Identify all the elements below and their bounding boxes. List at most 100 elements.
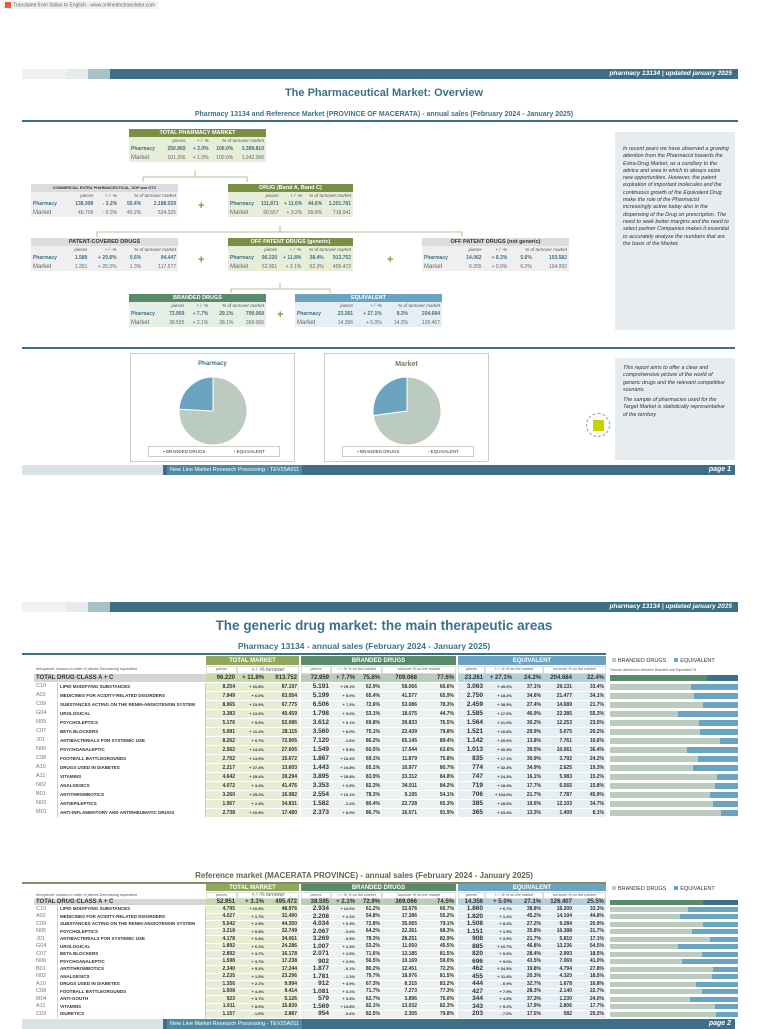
cell: 4.072 (206, 782, 237, 791)
cell: 18.5% (574, 973, 606, 981)
cell: 30.9% (514, 755, 543, 764)
cell: 80.7% (419, 764, 456, 773)
cell: 10.169 (382, 958, 419, 966)
cell: 7.273 (382, 988, 419, 996)
column-label: + / -% (196, 303, 209, 308)
cell: + 2.0% (331, 951, 357, 959)
class-name: DRUGS USED IN DIABETES (58, 981, 206, 989)
bar-equivalent (710, 792, 738, 798)
value: 100.0% (216, 154, 234, 161)
value: 193.582 (548, 254, 567, 261)
column-label: pieces (264, 247, 278, 252)
class-name: DRUGS USED IN DIABETES (58, 764, 206, 773)
atc-code: C09 (34, 921, 58, 929)
cell: - 1.0% (237, 1011, 266, 1019)
cell: 13.185 (382, 951, 419, 959)
cell: 1.356 (206, 981, 237, 989)
value: 104.992 (548, 263, 567, 270)
cell: + 3.4% (331, 996, 357, 1004)
cell: 82.3% (357, 782, 382, 791)
value: 1.242.366 (241, 154, 264, 161)
table-row: A11 VITAMINS 1.911 + 8.0% 15.839 1.569 + 10.8%… (34, 1003, 738, 1011)
cell: 343 (458, 1003, 485, 1011)
value: 29.1% (219, 310, 234, 317)
cell: 5.542 (206, 921, 237, 929)
cell: 12.103 (543, 800, 574, 809)
value: 495.472 (332, 263, 351, 270)
flow-connectors (96, 171, 463, 293)
bar-branded (610, 936, 711, 942)
value: 2.188.029 (153, 200, 176, 207)
cell: 2.934 (301, 905, 331, 914)
off-patent-not-generic-box: OFF PATENT DRUGS (not generic) pieces + / … (422, 238, 569, 271)
volume-bar (610, 702, 738, 708)
cell: 28.3% (514, 988, 543, 996)
atc-code: N02 (34, 782, 58, 791)
column-label: pieces (74, 247, 88, 252)
cell: 82.5% (357, 1011, 382, 1019)
volume-bar (610, 801, 738, 807)
cell: 4.178 (206, 936, 237, 944)
cell: 17.5% (514, 1011, 543, 1019)
cell: 71.7% (357, 988, 382, 996)
cell: 1.967 (206, 800, 237, 809)
atc-code: C08 (34, 988, 58, 996)
cell: + 24.8% (331, 764, 357, 773)
cell: 67.775 (266, 701, 299, 710)
cell: + 3.7% (237, 996, 266, 1004)
cell: 1.585 (458, 710, 485, 719)
cell: + 38.5% (485, 701, 514, 710)
cell: 913.752 (266, 674, 299, 683)
value: + 7.7% (192, 310, 209, 317)
atc-code: N05 (34, 719, 58, 728)
translator-note[interactable]: Translated from Italian to English - www… (2, 1, 159, 10)
cell: + 6.1% (237, 943, 266, 951)
cell: 2.208 (301, 913, 331, 921)
bar-equivalent (717, 774, 738, 780)
bar-equivalent (688, 906, 738, 912)
cell: 2.140 (543, 988, 574, 996)
atc-code: M04 (34, 996, 58, 1004)
table-row: C10 LIPID MODIFYING SUBSTANCES 4.795 + 10.5… (34, 905, 738, 914)
cell: 76.5% (419, 719, 456, 728)
cell: 2.235 (206, 973, 237, 981)
cell: 38.8% (514, 906, 543, 914)
table-row: M04 ANTI-GOUTH 923 + 3.7% 5.126 579 + 3.4% 62.7… (34, 995, 738, 1004)
cell: 1.508 (206, 988, 237, 996)
cell: + 5.6% (237, 719, 266, 728)
bar-branded (610, 711, 678, 717)
table-row: C10 LIPID MODIFYING SUBSTANCES 8.254 + 31.8… (34, 683, 738, 692)
cell: 45.5% (419, 943, 456, 951)
atc-code: A02 (34, 692, 58, 701)
cell: + 2.5% (237, 921, 266, 929)
column-label: % of turnover market (309, 247, 351, 252)
value: + 29.8% (98, 254, 117, 261)
cell: 11.050 (382, 943, 419, 951)
cell: 5.810 (543, 936, 574, 944)
value: 44.6% (307, 200, 323, 207)
cell: 1.443 (301, 764, 331, 773)
cell: 27.1% (514, 899, 543, 906)
bar-equivalent (692, 929, 738, 935)
cell: 17.7% (574, 1003, 606, 1011)
bar-equivalent (699, 729, 738, 735)
cell: 32.676 (382, 906, 419, 914)
column-label: pieces (265, 193, 279, 198)
cell: 495.472 (266, 899, 299, 906)
cell: 48.976 (266, 906, 299, 914)
cell: 8.965 (206, 701, 237, 710)
cell: 41.476 (266, 782, 299, 791)
report-text: This report aims to offer a clear and co… (623, 365, 725, 393)
volume-bar (610, 974, 738, 980)
cell: + 4.4% (237, 988, 266, 996)
pharmacy-table: TOTAL MARKET BRANDED DRUGS EQUIVALENT thera… (34, 656, 738, 818)
cell: 34.831 (266, 800, 299, 809)
legend-equivalent: EQUIVALENT (674, 658, 715, 664)
cell: 80.4% (357, 800, 382, 809)
cell: 86.7% (357, 809, 382, 818)
cell: 23.5% (574, 719, 606, 728)
table-row: C08 FOOTBALL BATTLEGROUNDS 2.702 + 14.9% 15.… (34, 755, 738, 764)
cell: 58.066 (382, 683, 419, 692)
cell: 76.0% (419, 996, 456, 1004)
cell: 5.191 (301, 683, 331, 692)
